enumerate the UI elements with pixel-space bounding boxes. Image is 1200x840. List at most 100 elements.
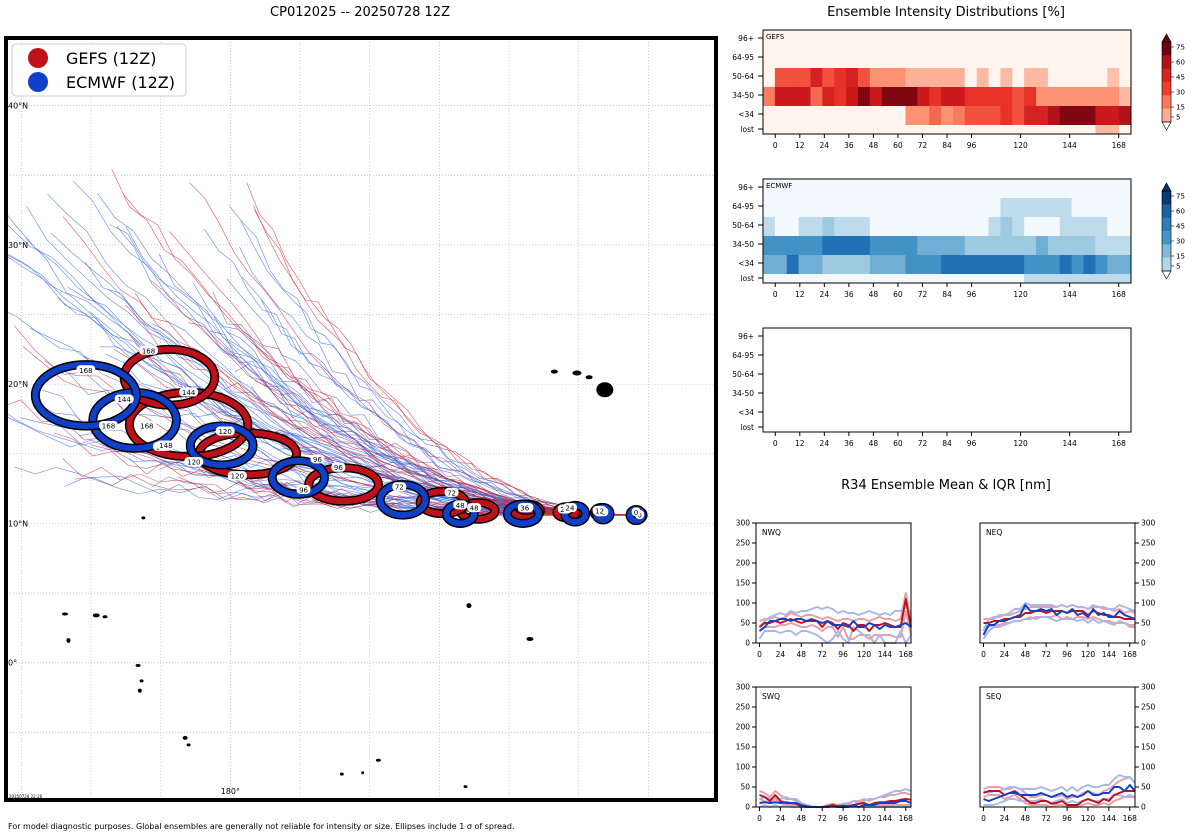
heat-cell [846,198,859,217]
heat-cell [1095,274,1108,283]
island [550,369,558,374]
heat-row-label: <34 [738,259,754,268]
heat-cell [1012,106,1025,125]
island [339,772,344,776]
heat-cell [1059,198,1073,217]
heat-cell [1095,255,1108,274]
heat-cell [1059,217,1073,236]
heat-cell [905,106,918,125]
heat-cell [1071,49,1085,68]
colorbar-segment [1162,108,1171,123]
heat-cell [1047,274,1061,283]
r34-ytick-label: 100 [736,763,751,772]
heat-cell [952,255,966,274]
heat-cell [1071,236,1085,255]
heat-cell [1059,49,1073,68]
heat-cell [1036,198,1049,217]
heat-cell [976,236,990,255]
heat-cell [1119,179,1132,198]
heat-cell [774,68,788,87]
heat-cell [964,198,978,217]
heat-cell [941,179,954,198]
heat-cell [1036,255,1049,274]
heat-cell [798,255,811,274]
heat-xtick-label: 144 [1063,141,1078,150]
heat-cell [869,106,883,125]
heat-cell [834,179,847,198]
hour-label: 120 [187,459,200,467]
colorbar-segment [1162,217,1171,232]
heat-cell [893,217,906,236]
heat-cell [1071,87,1085,106]
heat-cell [1083,274,1096,283]
heat-xtick-label: 36 [844,290,854,299]
r34-xtick-label: 120 [857,814,872,823]
r34-xtick-label: 0 [981,814,986,823]
heat-cell [905,179,918,198]
r34-ytick-label: 250 [736,703,751,712]
heat-cell [893,87,906,106]
r34-ytick-label: 300 [1141,683,1156,692]
heat-cell [822,125,835,134]
heat-cell [976,274,990,283]
heat-cell [893,68,906,87]
hour-label-bg [215,426,235,436]
heat-cell [941,236,954,255]
heat-cell [857,49,871,68]
track-map[interactable]: 0122436487296120144168012243648729612014… [4,36,718,802]
ecmwf-ellipse [32,361,140,429]
heat-cell [857,106,871,125]
hour-label: 148 [159,442,172,450]
heat-cell [763,236,776,255]
hour-label-bg [137,420,157,430]
heat-cell [1071,274,1085,283]
island [361,771,365,775]
heat-cell [905,125,918,134]
heat-cell [786,179,800,198]
colorbar-segment [1162,191,1171,205]
heat-cell [786,30,800,49]
heat-cell [822,198,835,217]
heat-cell [810,255,823,274]
heat-cell [893,198,906,217]
heat-cell [857,179,871,198]
heat-cell [1107,198,1120,217]
r34-ytick-label: 0 [745,639,750,648]
r34-panel-name: SEQ [986,692,1001,701]
heat-cell [1036,125,1049,134]
heat-cell [1095,179,1108,198]
heat-cell [976,179,990,198]
hour-label: 120 [231,473,244,481]
hour-label-bg [444,487,459,497]
heat-cell [1000,179,1013,198]
heat-cell [1059,68,1073,87]
island [463,785,468,789]
colorbar-top-arrow [1161,33,1172,43]
heat-cell [941,198,954,217]
heat-cell [763,106,776,125]
heat-cell [798,198,811,217]
heat-cell [988,106,1001,125]
gefs-legend-marker [28,48,48,68]
heat-cell [810,217,823,236]
heat-cell [1095,217,1108,236]
heat-xtick-label: 84 [942,290,952,299]
hour-label-bg [592,505,607,515]
island [102,615,108,619]
heat-cell [1024,274,1037,283]
heat-cell [988,198,1001,217]
heat-cell [857,125,871,134]
heat-cell [988,217,1001,236]
heat-cell [1024,87,1037,106]
heat-cell [988,274,1001,283]
heat-cell [1012,49,1025,68]
colorbar-segment [1162,55,1171,70]
ensemble-intensity-title: Ensemble Intensity Distributions [%] [827,5,1065,20]
heat-cell [822,179,835,198]
heat-cell [1000,217,1013,236]
r34-seq-panel: SEQ 0 50 100 150 200 250 300 0 24 48 72 96 120 144 168 [979,683,1156,823]
heat-cell [1083,87,1096,106]
ecmwf-ellipse [269,457,328,498]
heat-cell [1083,30,1096,49]
heat-cell [1059,274,1073,283]
